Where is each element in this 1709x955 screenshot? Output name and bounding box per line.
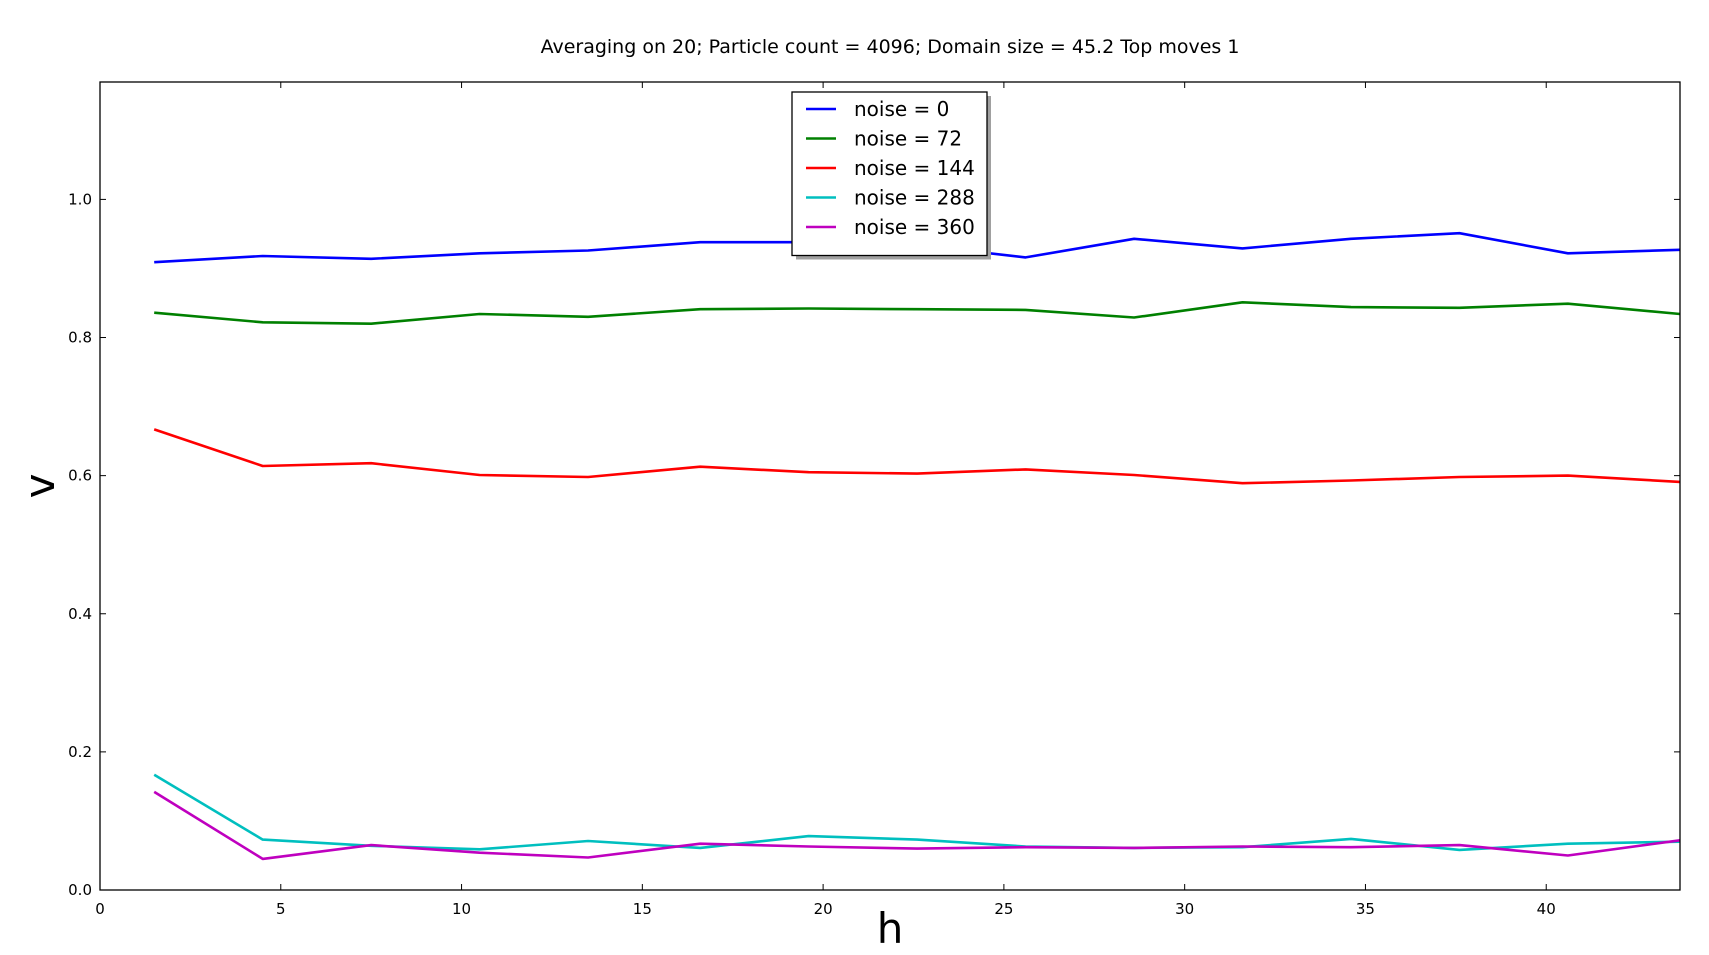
legend-label-3: noise = 288	[854, 186, 975, 210]
x-tick-label: 25	[994, 900, 1013, 918]
legend: noise = 0 noise = 72 noise = 144 noise = 28…	[791, 91, 991, 260]
x-tick-label: 30	[1175, 900, 1194, 918]
x-tick-label: 0	[95, 900, 105, 918]
y-tick-label: 0.8	[68, 329, 92, 347]
series-line-2	[153, 428, 1681, 485]
x-tick-label: 20	[814, 900, 833, 918]
series-lines	[153, 231, 1681, 861]
y-tick-label: 0.0	[68, 881, 92, 899]
y-tick-label: 0.6	[68, 467, 92, 485]
x-tick-label: 15	[633, 900, 652, 918]
series-line-1	[154, 300, 1681, 326]
y-axis-label: v	[15, 474, 64, 499]
x-tick-label: 35	[1356, 900, 1375, 918]
x-tick-label: 5	[276, 900, 286, 918]
chart-title: Averaging on 20; Particle count = 4096; …	[541, 36, 1240, 58]
legend-label-1: noise = 72	[854, 127, 962, 151]
series-line-3	[153, 773, 1681, 852]
x-axis-label: h	[877, 904, 904, 953]
series-line-4	[153, 790, 1681, 861]
legend-label-2: noise = 144	[854, 156, 975, 180]
legend-label-4: noise = 360	[854, 215, 975, 239]
plot-area-frame	[99, 81, 1681, 891]
x-tick-label: 10	[452, 900, 471, 918]
axis-ticks: 0 5 10 15 20 25 30 35 40 0.0 0.2 0.4 0.6 0.8 1.0	[68, 82, 1680, 918]
legend-label-0: noise = 0	[854, 97, 949, 121]
y-tick-label: 0.2	[68, 743, 92, 761]
y-tick-label: 0.4	[68, 605, 92, 623]
y-tick-label: 1.0	[68, 190, 92, 208]
x-tick-label: 40	[1537, 900, 1556, 918]
